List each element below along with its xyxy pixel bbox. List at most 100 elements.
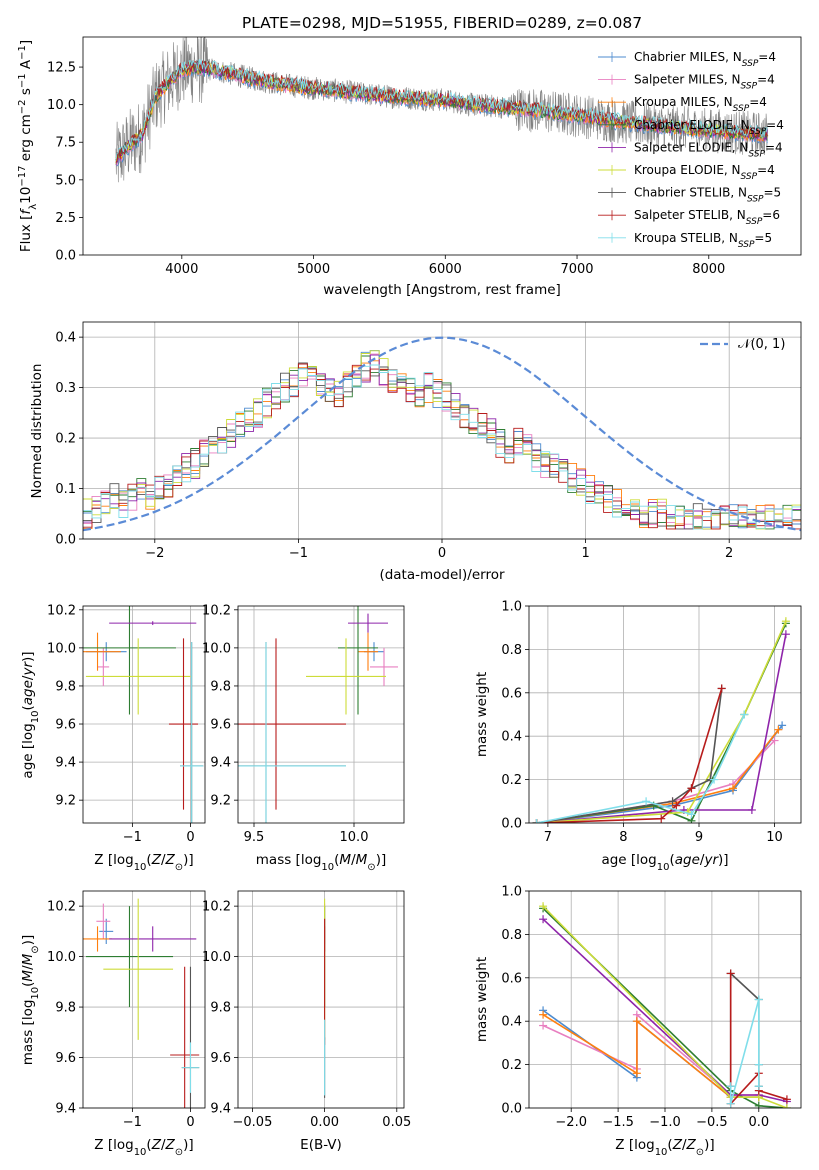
legend: Chabrier MILES, NSSP=4 Salpeter MILES, NS… [598, 50, 784, 250]
marker-salpeter_stelib [672, 801, 681, 810]
marker-kroupa_stelib [710, 775, 719, 784]
gaussian-curve [83, 336, 801, 532]
x-tick-label: −1.0 [649, 1115, 681, 1130]
weight-line-salpeter_elodie [536, 634, 787, 823]
gridlines [238, 891, 404, 1109]
errorbar-kroupa_stelib [181, 1042, 200, 1093]
errorbar-chabrier_elodie [83, 606, 176, 715]
y-tick-label: 0.0 [55, 533, 76, 548]
y-tick-label: 9.4 [210, 1102, 231, 1117]
errorbar-kroupa_elodie [85, 638, 191, 715]
y-tick-label: 0.0 [501, 817, 522, 832]
y-tick-label: 0.0 [55, 249, 76, 264]
y-tick-label: 9.2 [55, 794, 76, 809]
y-tick-label: 9.8 [210, 1001, 231, 1016]
x-tick-label: −2.0 [555, 1115, 587, 1130]
legend-label: Chabrier STELIB, NSSP=5 [634, 186, 781, 205]
y-tick-label: 9.6 [210, 718, 231, 733]
gridlines [83, 891, 205, 1109]
weight-line-salpeter_miles [542, 1012, 759, 1096]
y-tick-label: 10.2 [202, 900, 231, 915]
y-tick-label: 9.8 [55, 1001, 76, 1016]
y-tick-label: 9.4 [55, 756, 76, 771]
marker-salpeter_stelib [717, 684, 726, 693]
x-tick-label: 0.0 [748, 1115, 769, 1130]
x-tick-label: 9.5 [244, 830, 265, 845]
y-tick-label: 9.4 [210, 756, 231, 771]
errorbar-chabrier_elodie [338, 606, 378, 715]
x-tick-label: 7000 [560, 262, 593, 277]
y-tick-label: 10.0 [47, 641, 76, 656]
axes-frame [82, 36, 802, 256]
y-tick-label: 9.6 [55, 718, 76, 733]
marker-kroupa_miles [632, 1017, 641, 1026]
panel-2: −2 −1 0 1 2 0.0 0.1 0.2 0.3 0.4 (data-model)/error… [29, 321, 802, 583]
x-tick-label: 8 [619, 830, 627, 845]
weight-line-kroupa_miles [536, 729, 779, 823]
plot-area [238, 606, 398, 823]
x-tick-label: −2 [145, 546, 164, 561]
x-tick-label: −1 [123, 1115, 142, 1130]
y-axis-label: age [log10(age/yr)] [20, 651, 41, 778]
errorbar-salpeter_stelib [168, 638, 199, 810]
plot-area [83, 898, 200, 1108]
marker-kroupa_stelib [642, 797, 651, 806]
weight-line-chabrier_elodie [536, 623, 787, 823]
y-tick-label: 0.2 [55, 432, 76, 447]
weight-line-kroupa_elodie [536, 620, 787, 823]
x-axis-label: Z [log10(Z/Z⊙)] [615, 1137, 714, 1158]
errorbar-salpeter_elodie [348, 613, 388, 633]
x-tick-label: −1.5 [602, 1115, 634, 1130]
panel-6: −1 0 9.4 9.6 9.8 10.0 10.2 Z [log10(Z/Z⊙)] mass … [20, 890, 206, 1158]
x-axis-label: age [log10(age/yr)] [601, 852, 728, 873]
weight-line-chabrier_elodie [542, 907, 787, 1108]
y-axis-label: Flux [fλ10−17 erg cm−2 s−1 A−1] [17, 40, 39, 252]
marker-salpeter_stelib [726, 969, 735, 978]
axes-frame [528, 890, 802, 1109]
legend-label: Chabrier ELODIE, NSSP=4 [634, 118, 784, 137]
y-tick-label: 5.0 [55, 173, 76, 188]
marker-kroupa_miles [729, 784, 737, 793]
plot-area [539, 902, 791, 1108]
marker-kroupa_stelib [532, 819, 541, 823]
marker-chabrier_elodie [754, 1101, 763, 1108]
x-tick-label: −1 [123, 830, 142, 845]
marker-kroupa_stelib [740, 710, 749, 719]
weight-line-chabrier_miles [542, 1009, 759, 1098]
y-tick-label: 10.0 [47, 98, 76, 113]
errorbar-salpeter_elodie [109, 926, 197, 952]
y-tick-label: 0.6 [501, 971, 522, 986]
y-tick-label: 0.3 [55, 381, 76, 396]
y-tick-label: 7.5 [55, 136, 76, 151]
marker-kroupa_stelib [726, 1099, 735, 1108]
y-axis-label: mass weight [474, 672, 490, 757]
panel-7: −0.05 0.00 0.05 9.4 9.6 9.8 10.0 10.2 E(B-V) [202, 890, 411, 1153]
gridlines [238, 606, 404, 823]
x-tick-label: 0.00 [310, 1115, 339, 1130]
axes-frame [237, 605, 405, 824]
y-tick-label: 10.2 [202, 603, 231, 618]
y-tick-label: 0.1 [55, 482, 76, 497]
model-spectrum-chabrier_stelib [115, 59, 768, 160]
errorbar-kroupa_stelib [180, 642, 204, 823]
y-axis-label: Normed distribution [29, 364, 45, 499]
axes-frame [528, 605, 802, 824]
marker-kroupa_miles [539, 1010, 548, 1019]
model-spectrum-salpeter_stelib [115, 60, 768, 163]
x-tick-label: 0 [186, 1115, 194, 1130]
y-tick-label: 9.4 [55, 1102, 76, 1117]
x-tick-label: 2 [725, 546, 733, 561]
x-tick-label: 8000 [692, 262, 725, 277]
legend-label: Salpeter MILES, NSSP=4 [634, 73, 775, 92]
legend-label: Salpeter ELODIE, NSSP=4 [634, 140, 783, 159]
y-tick-label: 9.8 [210, 679, 231, 694]
x-tick-label: −0.05 [233, 1115, 273, 1130]
y-tick-label: 0.4 [501, 730, 522, 745]
weight-line-salpeter_elodie [542, 918, 788, 1103]
plot-area [83, 336, 801, 532]
y-tick-label: 10.2 [47, 603, 76, 618]
y-tick-label: 0.0 [501, 1102, 522, 1117]
marker-salpeter_miles [770, 736, 779, 745]
panel-8: −2.0 −1.5 −1.0 −0.5 0.0 0.0 0.2 0.4 0.6 0.8 1.0 mas… [474, 885, 802, 1158]
